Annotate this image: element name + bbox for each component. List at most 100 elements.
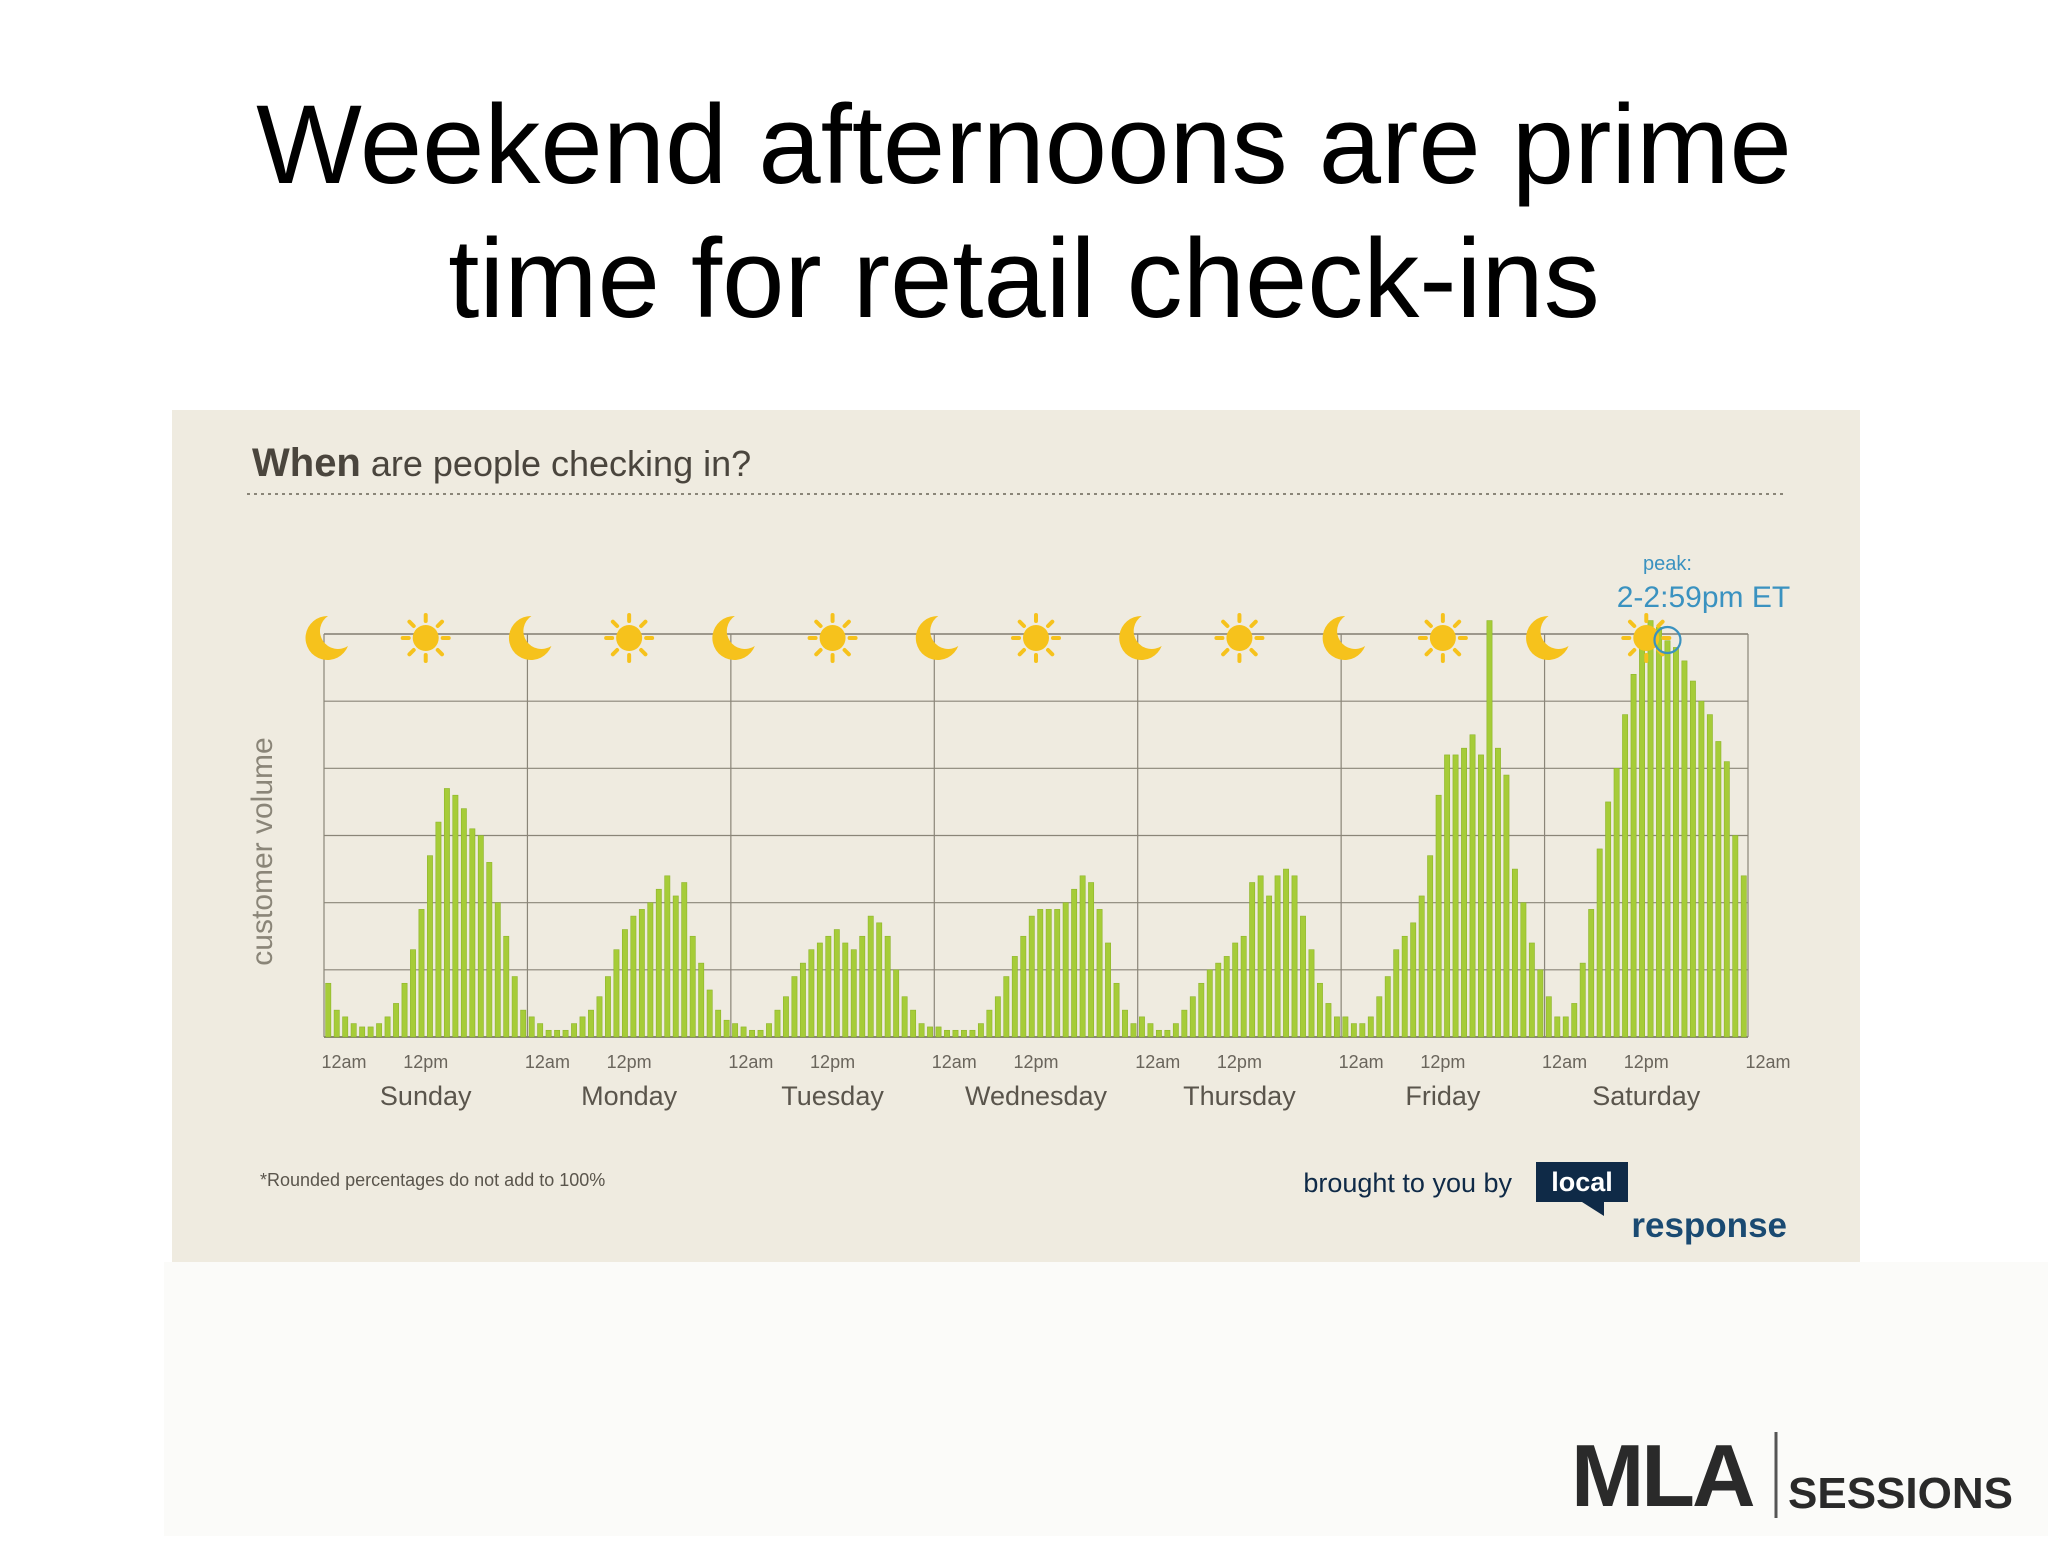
bar [1410, 922, 1417, 1038]
peak-marker [1653, 625, 1682, 655]
sun-core [1429, 625, 1456, 651]
bar [672, 895, 679, 1038]
sun-ray [1046, 648, 1055, 657]
bar [944, 1029, 950, 1038]
bar [1096, 909, 1103, 1038]
sun-icon [1214, 613, 1265, 663]
bar [1613, 768, 1620, 1038]
bar [1274, 875, 1281, 1038]
day-label: Monday [581, 1081, 678, 1111]
logo-sub: SESSIONS [1788, 1469, 2013, 1518]
tick-label: 12am [1542, 1052, 1587, 1072]
moon-shape [1322, 615, 1366, 660]
bar [1401, 935, 1408, 1038]
bar [621, 929, 628, 1038]
moon-icon [1526, 615, 1569, 660]
footnote: *Rounded percentages do not add to 100% [260, 1170, 605, 1190]
bar [562, 1029, 569, 1038]
sun-ray [610, 648, 620, 657]
day-label: Tuesday [781, 1081, 884, 1111]
bar [1333, 1016, 1340, 1038]
bar [1223, 956, 1230, 1038]
bar [876, 922, 883, 1038]
bar [1028, 915, 1035, 1038]
bar [1011, 956, 1018, 1038]
brand-box [1536, 1162, 1628, 1202]
sun-ray [1424, 619, 1433, 628]
logo-text: MLA [1571, 1426, 1754, 1525]
bar [715, 1009, 722, 1038]
bar [443, 788, 450, 1038]
bar [1723, 761, 1730, 1038]
bar [1478, 754, 1484, 1038]
bar [1155, 1029, 1162, 1038]
bar [1088, 882, 1095, 1038]
bar [842, 942, 849, 1038]
bar [1283, 868, 1289, 1038]
bar [647, 902, 654, 1038]
bar [1452, 754, 1459, 1038]
bar [977, 1023, 984, 1038]
mla-logo: MLA SESSIONS [1571, 1426, 2013, 1525]
sun-icon [604, 613, 655, 663]
sun-ray [842, 648, 851, 657]
tick-label: 12am [525, 1052, 570, 1072]
bar [1350, 1023, 1357, 1038]
sun-ray [1249, 619, 1258, 628]
day-label: Friday [1405, 1081, 1481, 1111]
bar [1181, 1009, 1188, 1038]
slide-title-line-1: Weekend afternoons are prime [256, 82, 1792, 207]
sun-ray [1249, 648, 1258, 657]
bar [706, 989, 713, 1038]
bar [1291, 875, 1298, 1038]
bar [1444, 754, 1451, 1038]
sun-ray [1424, 648, 1433, 657]
bar [1469, 734, 1476, 1038]
bar [825, 935, 832, 1038]
tick-label: 12am [1135, 1052, 1180, 1072]
tick-label: 12am [932, 1052, 977, 1072]
bar [859, 935, 866, 1038]
bar [571, 1023, 577, 1038]
bar [511, 976, 518, 1038]
bar [1393, 949, 1400, 1038]
moon-icon [1322, 615, 1366, 660]
brand-top: local [1551, 1167, 1613, 1197]
bar [1045, 909, 1052, 1038]
bar [596, 996, 603, 1038]
bar [1673, 647, 1679, 1038]
bar [1503, 774, 1510, 1038]
moon-icon [915, 615, 959, 660]
bar [1698, 700, 1705, 1038]
bar [1037, 909, 1044, 1038]
tick-label: 12pm [403, 1052, 448, 1072]
bar [1054, 909, 1061, 1038]
bar [816, 942, 823, 1038]
bar [1732, 835, 1739, 1038]
bar [1384, 976, 1391, 1038]
tick-label: 12am [728, 1052, 773, 1072]
bar [1113, 982, 1120, 1038]
bar [698, 962, 705, 1038]
bar [452, 794, 459, 1038]
moon-icon [305, 615, 348, 660]
moon-shape [1119, 615, 1162, 660]
moon-icon [508, 615, 552, 660]
bar [1588, 909, 1595, 1038]
bar [961, 1029, 967, 1038]
bar [1172, 1023, 1179, 1038]
sun-icon [1011, 613, 1061, 663]
tick-label: 12pm [1217, 1052, 1262, 1072]
bar [1486, 620, 1493, 1038]
sun-ray [435, 648, 445, 657]
tick-label: 12pm [1420, 1052, 1465, 1072]
tick-label: 12am [1745, 1052, 1790, 1072]
bar [774, 1009, 781, 1038]
bar [350, 1023, 357, 1038]
bar [1418, 895, 1425, 1038]
bar [410, 949, 416, 1038]
moon-icon [712, 615, 755, 660]
bar [545, 1029, 552, 1038]
bar [664, 875, 671, 1038]
bar [681, 882, 688, 1038]
